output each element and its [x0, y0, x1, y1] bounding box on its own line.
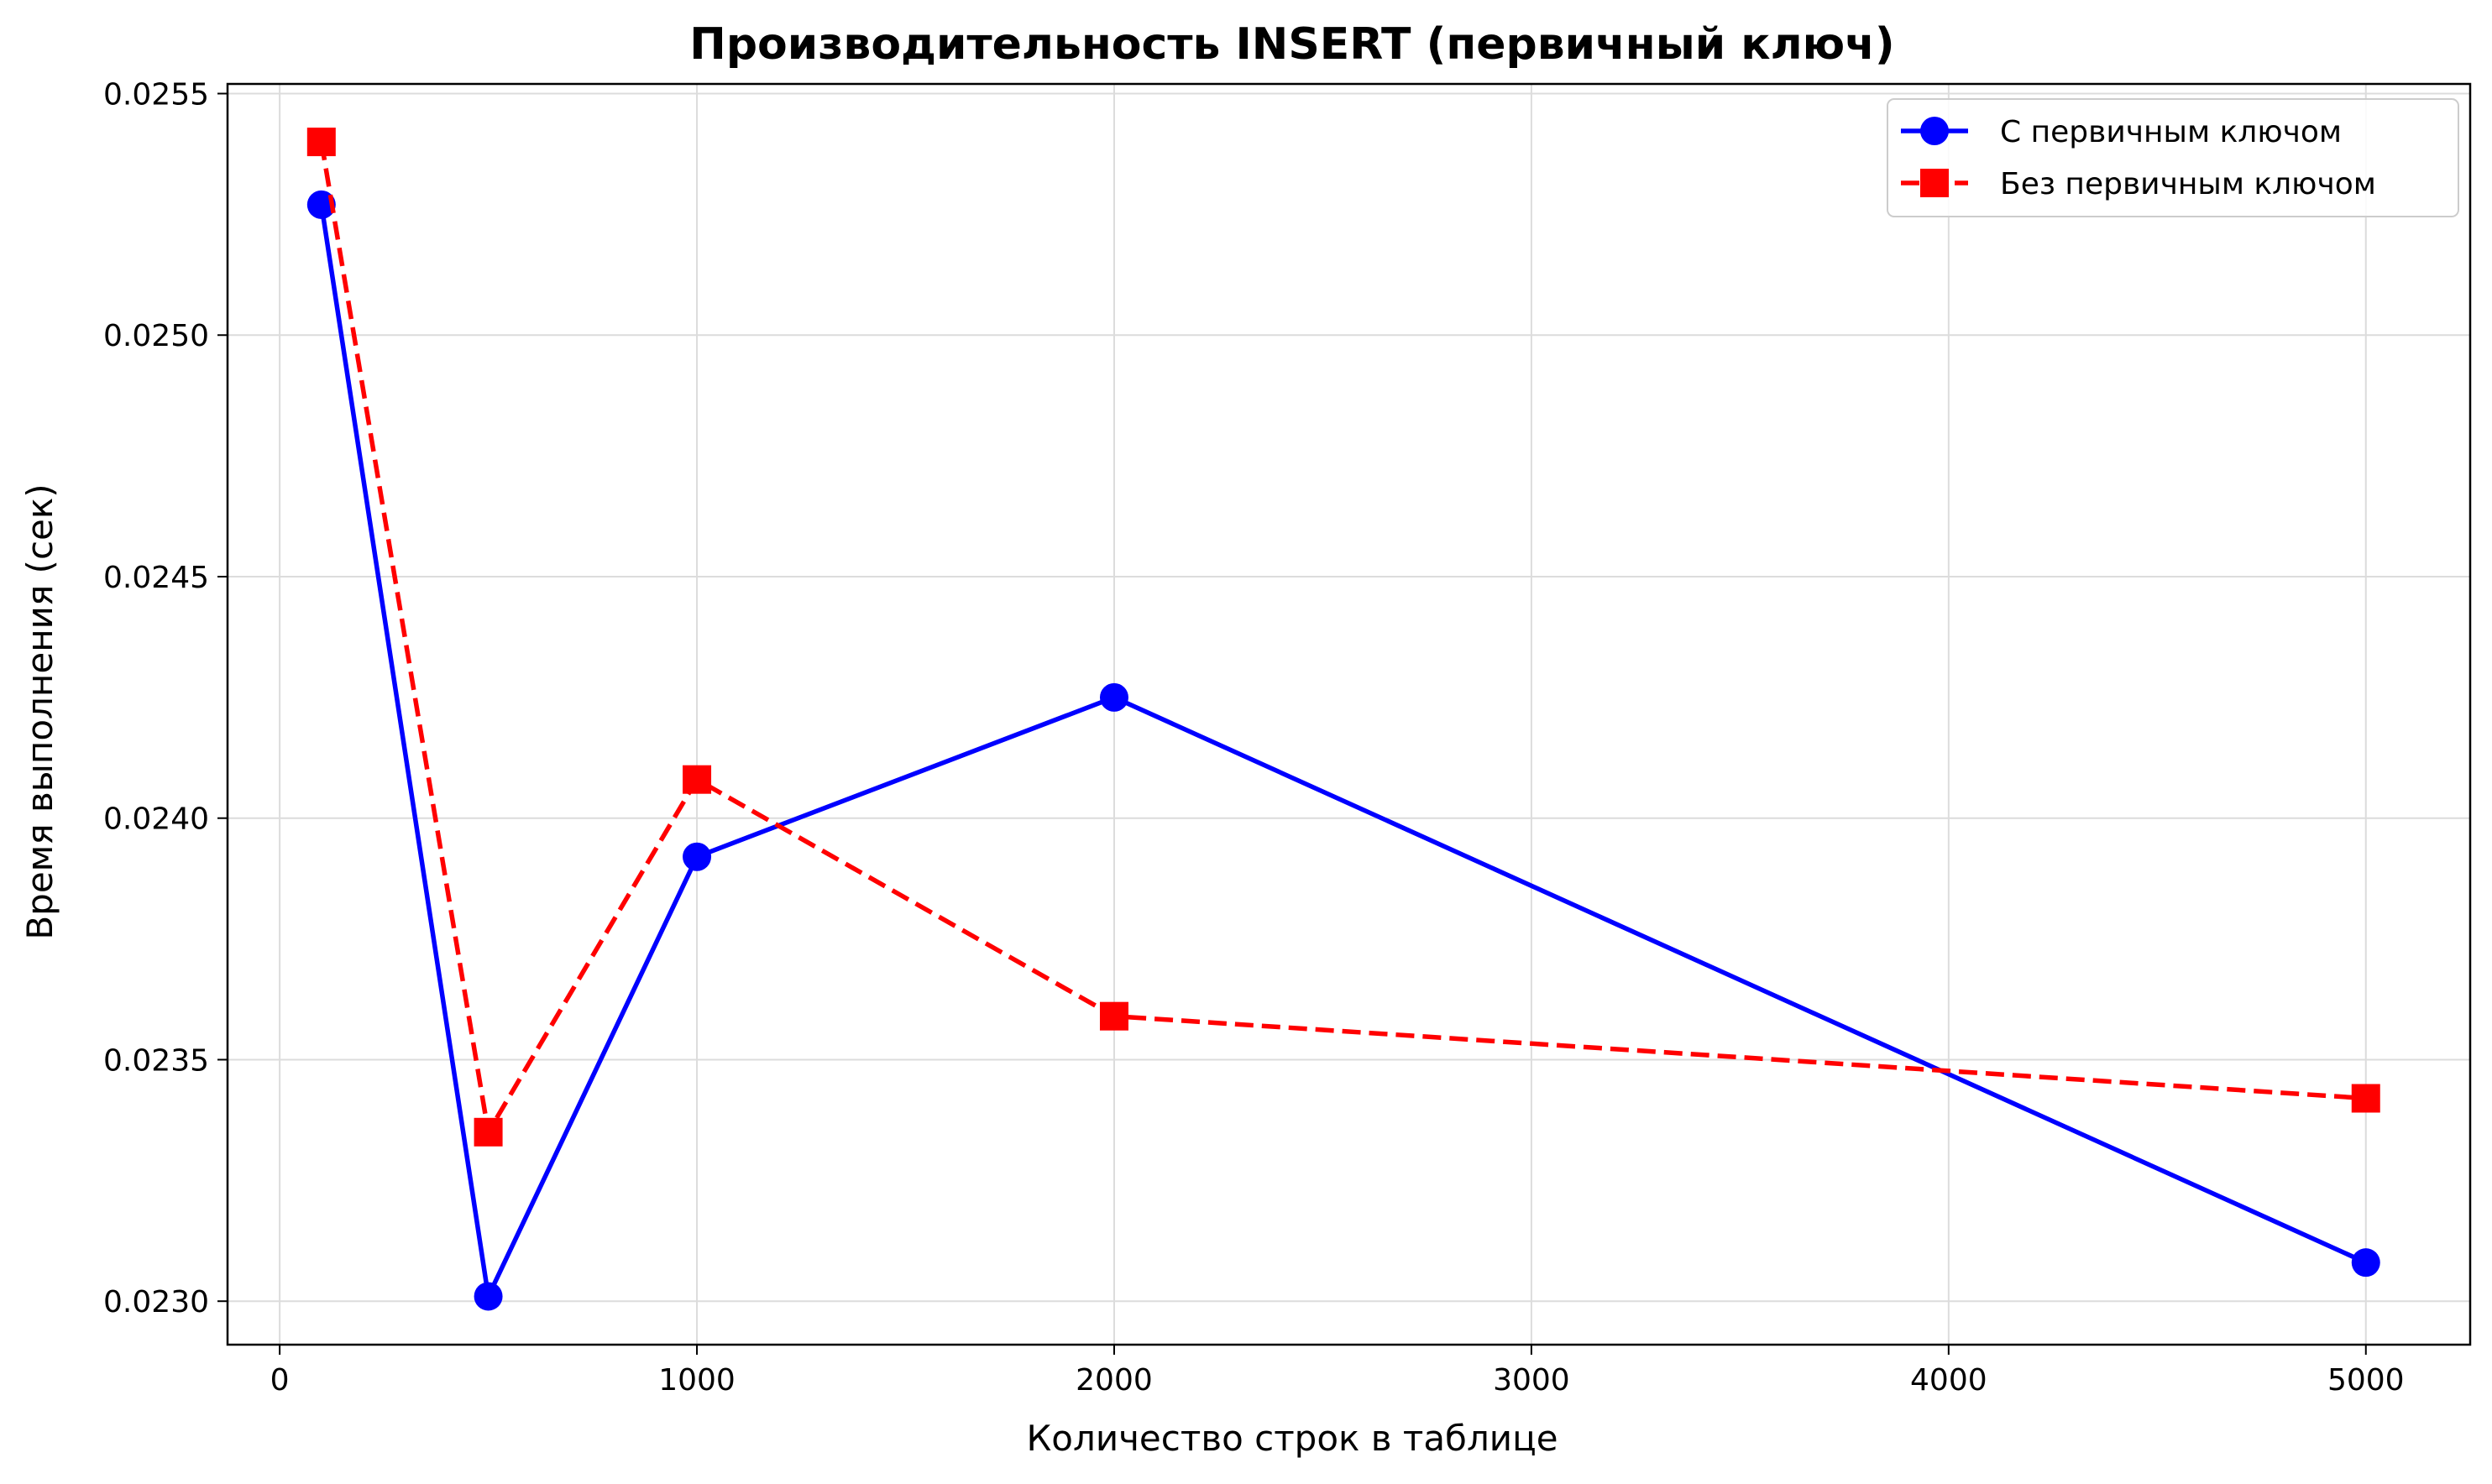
plot-frame [226, 82, 2472, 1346]
grid [228, 84, 2470, 1345]
data-point [683, 842, 712, 871]
x-tick-label: 5000 [2327, 1363, 2405, 1398]
series-2 [306, 128, 2380, 1147]
legend: С первичным ключом Без первичным ключом [1887, 98, 2459, 217]
y-tick-label: 0.0245 [103, 561, 209, 595]
data-point [1099, 682, 1128, 712]
y-tick-label: 0.0235 [103, 1043, 209, 1078]
x-axis: 0 1000 2000 3000 4000 5000 [270, 1345, 2405, 1398]
legend-marker [1920, 169, 1949, 197]
legend-box [1887, 98, 2459, 217]
data-point [1099, 1001, 1128, 1031]
y-axis-label: Время выполнения (сек) [19, 483, 60, 939]
y-tick-label: 0.0255 [103, 78, 209, 112]
legend-label: Без первичным ключом [2000, 167, 2376, 201]
series-layer [306, 128, 2380, 1311]
data-point [306, 128, 336, 157]
x-tick-label: 3000 [1493, 1363, 1570, 1398]
y-axis: 0.0230 0.0235 0.0240 0.0245 0.0250 0.0255 [103, 78, 228, 1319]
x-axis-label: Количество строк в таблице [1026, 1418, 1558, 1459]
legend-label: С первичным ключом [2000, 115, 2342, 149]
x-tick-label: 1000 [658, 1363, 736, 1398]
x-tick-label: 4000 [1910, 1363, 1987, 1398]
data-point [474, 1117, 503, 1147]
data-point [2351, 1084, 2380, 1113]
legend-marker [1920, 117, 1949, 145]
data-point [474, 1282, 503, 1311]
x-tick-label: 0 [270, 1363, 290, 1398]
y-tick-label: 0.0240 [103, 802, 209, 837]
y-tick-label: 0.0230 [103, 1285, 209, 1319]
data-point [683, 765, 712, 794]
y-tick-label: 0.0250 [103, 319, 209, 353]
x-tick-label: 2000 [1076, 1363, 1153, 1398]
chart-title: Производительность INSERT (первичный клю… [689, 19, 1894, 70]
data-point [2351, 1248, 2380, 1278]
